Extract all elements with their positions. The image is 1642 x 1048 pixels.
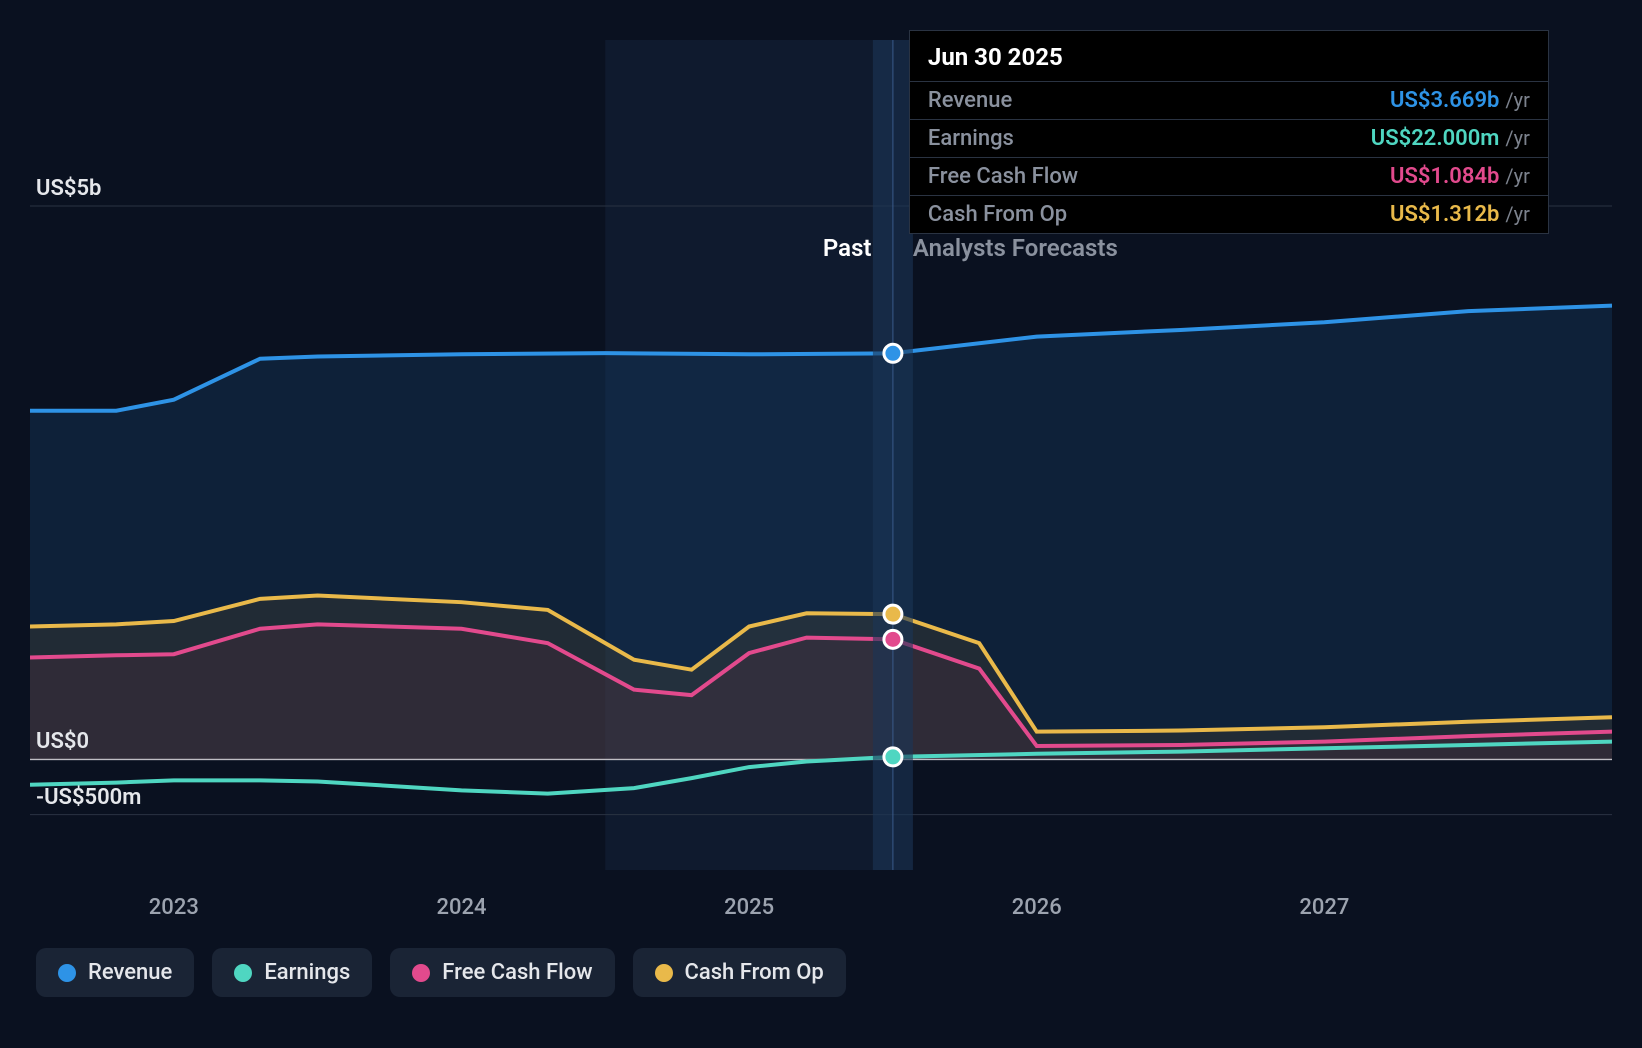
tooltip-row: Cash From Op US$1.312b/yr: [910, 195, 1548, 233]
tooltip-row-value: US$1.084b: [1390, 164, 1499, 189]
marker-cash_from_op: [884, 605, 902, 623]
tooltip-row-value: US$1.312b: [1390, 202, 1499, 227]
y-tick-label: US$0: [36, 729, 89, 754]
tooltip-row-label: Earnings: [928, 126, 1014, 151]
tooltip-row-label: Revenue: [928, 88, 1012, 113]
chart-container: -US$500m US$0 US$5b 2023 2024 2025 2026 2027 Pas…: [30, 30, 1612, 920]
past-label: Past: [823, 234, 872, 262]
legend: Revenue Earnings Free Cash Flow Cash Fro…: [36, 948, 1612, 997]
marker-free_cash_flow: [884, 630, 902, 648]
x-tick-label: 2024: [436, 895, 486, 920]
x-tick-label: 2023: [149, 895, 199, 920]
legend-item-cash-from-op[interactable]: Cash From Op: [633, 948, 846, 997]
legend-dot-icon: [655, 964, 673, 982]
tooltip-row-unit: /yr: [1505, 88, 1530, 112]
marker-revenue: [884, 344, 902, 362]
tooltip-date: Jun 30 2025: [910, 31, 1548, 81]
tooltip-row: Revenue US$3.669b/yr: [910, 81, 1548, 119]
tooltip-row-unit: /yr: [1505, 164, 1530, 188]
tooltip-row-label: Cash From Op: [928, 202, 1067, 227]
legend-item-revenue[interactable]: Revenue: [36, 948, 194, 997]
x-tick-label: 2026: [1012, 895, 1062, 920]
legend-item-free-cash-flow[interactable]: Free Cash Flow: [390, 948, 614, 997]
tooltip-row-value: US$22.000m: [1371, 126, 1500, 151]
tooltip-row: Earnings US$22.000m/yr: [910, 119, 1548, 157]
legend-dot-icon: [234, 964, 252, 982]
legend-label: Cash From Op: [685, 960, 824, 985]
forecast-label: Analysts Forecasts: [913, 234, 1118, 262]
marker-earnings: [884, 748, 902, 766]
tooltip: Jun 30 2025 Revenue US$3.669b/yr Earning…: [909, 30, 1549, 234]
x-tick-label: 2025: [724, 895, 774, 920]
y-tick-label: -US$500m: [36, 785, 141, 810]
legend-label: Earnings: [264, 960, 350, 985]
y-tick-label: US$5b: [36, 176, 101, 201]
tooltip-row-unit: /yr: [1505, 202, 1530, 226]
legend-label: Free Cash Flow: [442, 960, 592, 985]
legend-dot-icon: [412, 964, 430, 982]
tooltip-row: Free Cash Flow US$1.084b/yr: [910, 157, 1548, 195]
legend-dot-icon: [58, 964, 76, 982]
x-tick-label: 2027: [1299, 895, 1349, 920]
tooltip-row-value: US$3.669b: [1390, 88, 1499, 113]
legend-item-earnings[interactable]: Earnings: [212, 948, 372, 997]
tooltip-row-label: Free Cash Flow: [928, 164, 1078, 189]
tooltip-row-unit: /yr: [1505, 126, 1530, 150]
legend-label: Revenue: [88, 960, 172, 985]
